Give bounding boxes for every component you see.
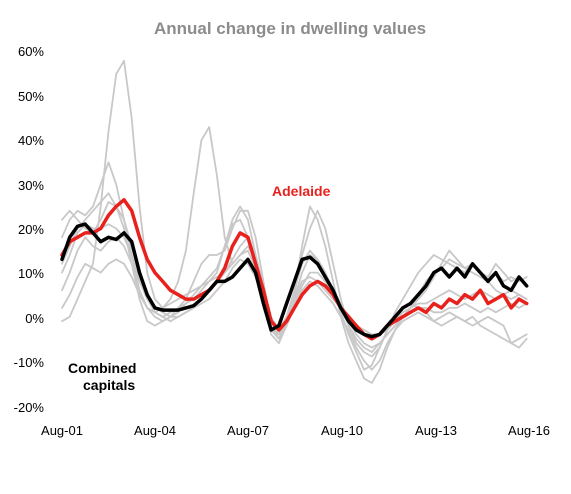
x-tick-label: Aug-10 (321, 423, 363, 438)
chart-title: Annual change in dwelling values (154, 19, 426, 38)
series-layer (60, 59, 529, 384)
series-line-other-4 (61, 236, 528, 336)
x-tick-label: Aug-13 (415, 423, 457, 438)
y-tick-label: 30% (18, 178, 44, 193)
series-line-other-3 (61, 192, 528, 353)
series-line-adelaide (60, 198, 529, 341)
y-tick-label: 0% (25, 311, 44, 326)
series-line-other-2 (61, 201, 528, 384)
series-line-combined-capitals (60, 222, 529, 339)
series-line-other-6 (61, 258, 528, 371)
x-tick-label: Aug-16 (508, 423, 550, 438)
combined-capitals-label-line1: Combined (68, 360, 136, 376)
y-tick-label: 40% (18, 133, 44, 148)
x-tick-label: Aug-01 (41, 423, 83, 438)
x-tick-label: Aug-04 (134, 423, 176, 438)
y-tick-label: -10% (14, 355, 45, 370)
y-tick-label: 60% (18, 44, 44, 59)
x-tick-label: Aug-07 (227, 423, 269, 438)
y-tick-label: -20% (14, 400, 45, 415)
series-line-other-5 (61, 223, 528, 349)
y-tick-label: 20% (18, 222, 44, 237)
adelaide-label: Adelaide (272, 183, 331, 199)
combined-capitals-label-line2: capitals (83, 377, 135, 393)
y-tick-label: 10% (18, 266, 44, 281)
y-axis: 60% 50% 40% 30% 20% 10% 0% -10% -20% (14, 44, 45, 415)
y-tick-label: 50% (18, 89, 44, 104)
x-axis: Aug-01 Aug-04 Aug-07 Aug-10 Aug-13 Aug-1… (41, 423, 550, 438)
